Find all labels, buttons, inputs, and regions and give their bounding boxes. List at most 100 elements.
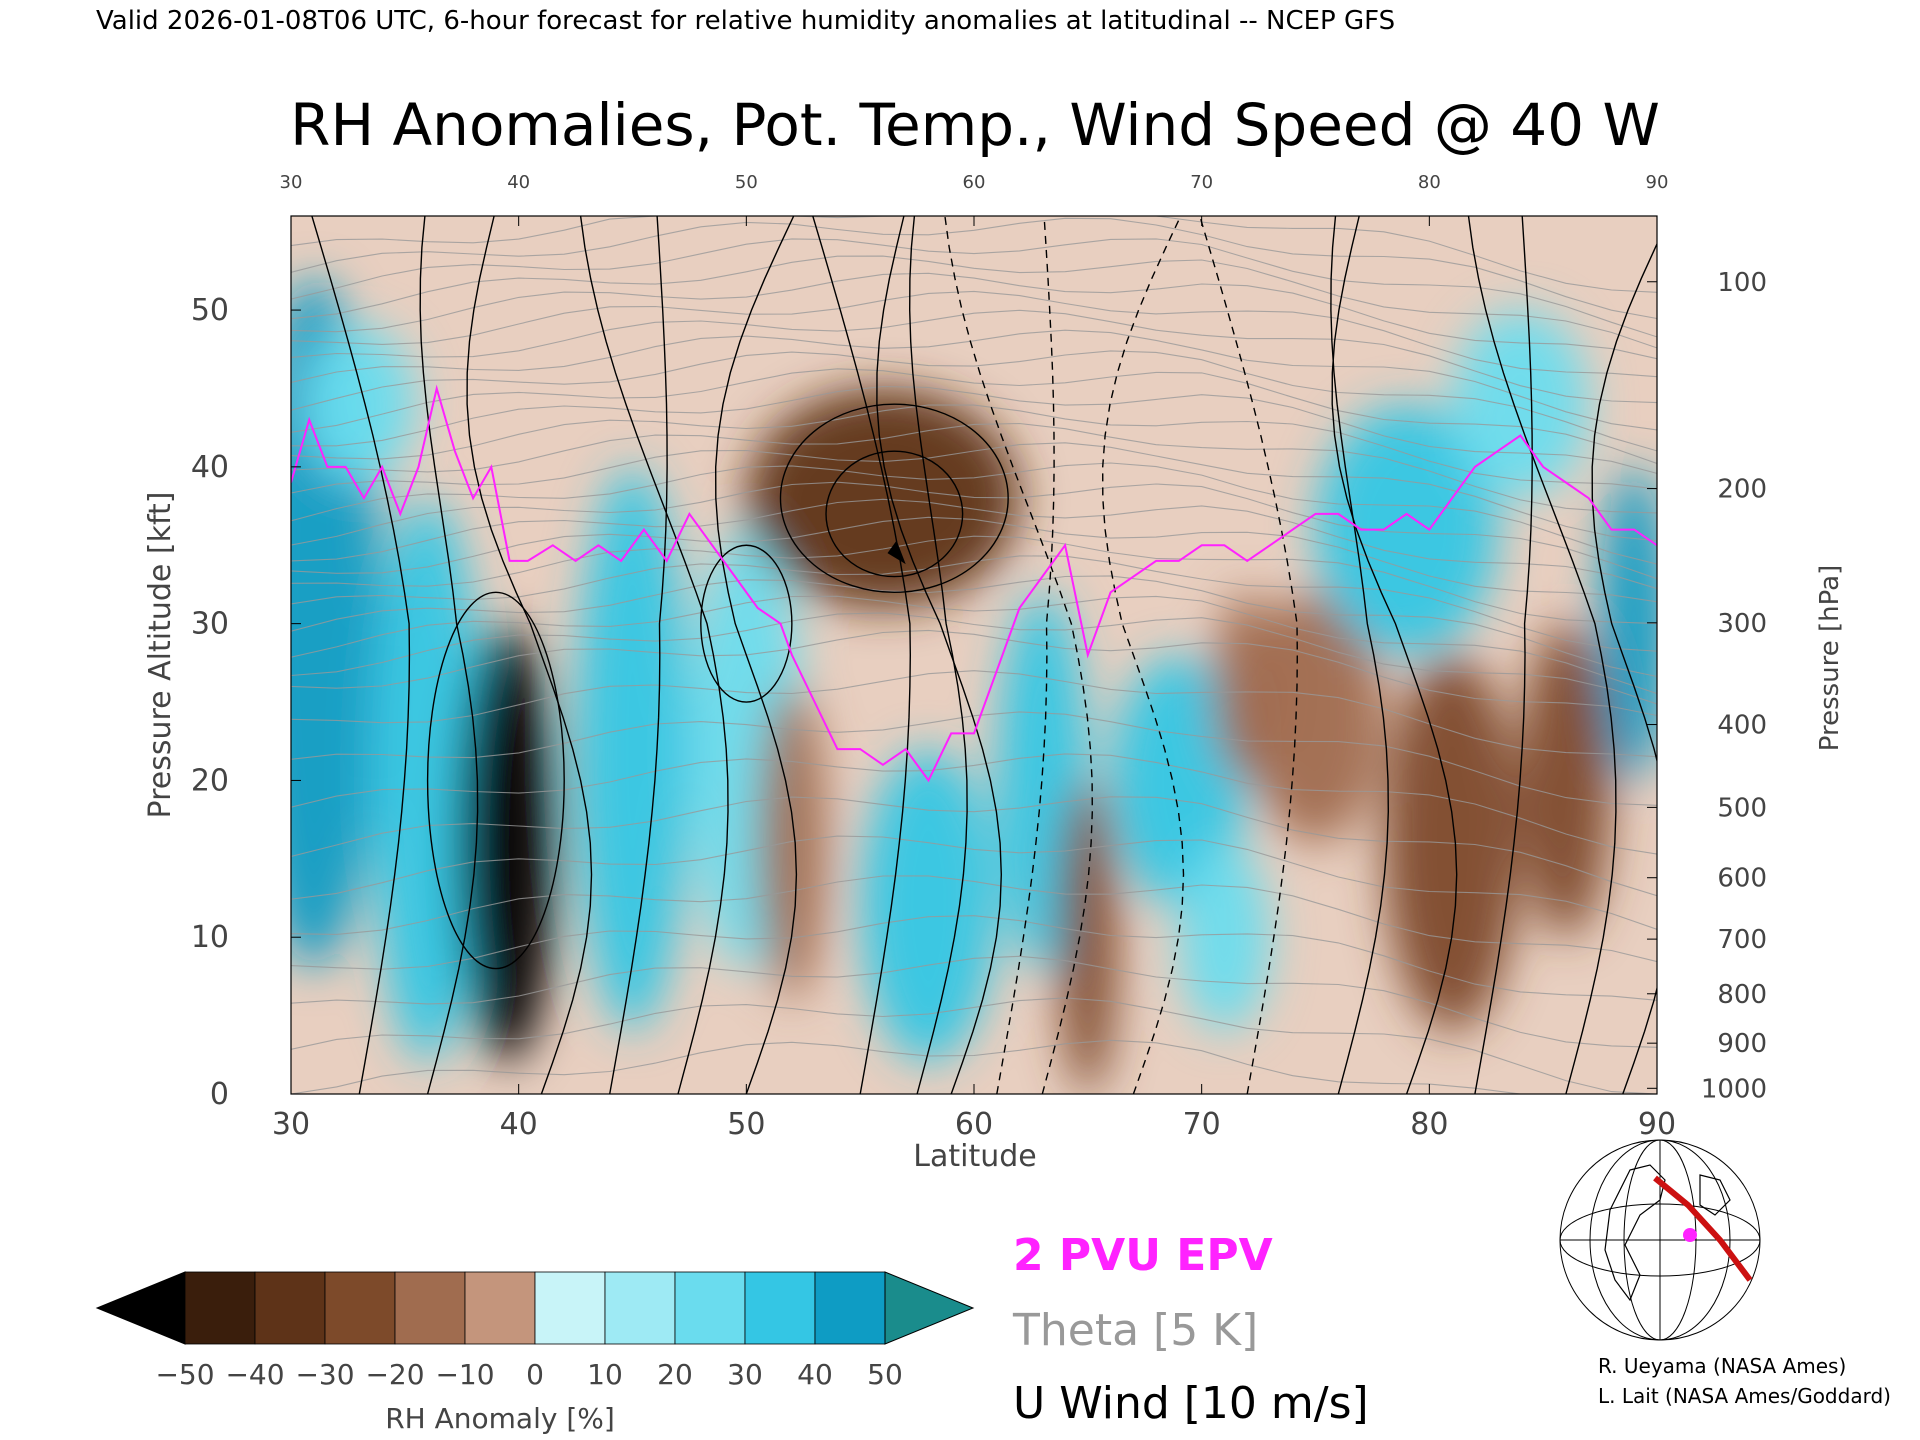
y-tick-label: 0 xyxy=(210,1077,229,1112)
theta-contour xyxy=(291,272,1657,360)
x-tick-label: 40 xyxy=(500,1107,538,1142)
inset-track-line xyxy=(1653,1175,1753,1282)
x-axis-top: 30 40 50 60 70 80 90 xyxy=(280,172,1669,226)
uwind-contour xyxy=(1331,216,1458,1094)
rh-blob xyxy=(457,623,558,1063)
uwind-contour xyxy=(579,216,729,1094)
colorbar-tick-label: −10 xyxy=(435,1358,494,1391)
theta-contour xyxy=(291,796,1657,897)
theta-contour xyxy=(291,875,1657,963)
colorbar-tick-label: 50 xyxy=(867,1358,903,1391)
x-axis-label: Latitude xyxy=(913,1139,1036,1174)
theta-contour xyxy=(291,462,1657,565)
legend-epv: 2 PVU EPV xyxy=(1013,1230,1273,1281)
theta-contour xyxy=(291,915,1657,1001)
theta-contour xyxy=(291,629,1657,717)
rh-blob-group xyxy=(291,278,1657,1094)
theta-contour xyxy=(291,350,1657,452)
colorbar: −50 −40 −30 −20 −10 0 10 20 30 40 50 xyxy=(95,1271,975,1391)
theta-contour xyxy=(291,385,1657,474)
valid-time-header: Valid 2026-01-08T06 UTC, 6-hour forecast… xyxy=(96,6,1395,36)
colorbar-tick-label: 10 xyxy=(587,1358,623,1391)
inset-marker xyxy=(1683,1228,1697,1242)
y-tick-label: 20 xyxy=(191,763,229,798)
rh-anomaly-field xyxy=(291,278,1657,1094)
x-top-tick-label: 30 xyxy=(280,172,303,193)
epv-2pvu-line xyxy=(291,384,1657,783)
colorbar-over-triangle xyxy=(884,1271,975,1345)
colorbar-tick-label: −20 xyxy=(365,1358,424,1391)
uwind-contour xyxy=(1591,242,1657,1094)
x-top-tick-label: 50 xyxy=(735,172,758,193)
theta-contour xyxy=(291,238,1657,338)
x-axis-bottom: 30 40 50 60 70 80 90 xyxy=(272,1084,1676,1142)
colorbar-segment xyxy=(324,1271,396,1345)
uwind-contour xyxy=(1101,216,1185,1094)
colorbar-segment xyxy=(674,1271,746,1345)
legend-uwind: U Wind [10 m/s] xyxy=(1013,1378,1369,1429)
y-axis-right: 100 200 300 400 500 600 700 800 900 1000 xyxy=(1647,268,1767,1104)
pressure-tick-label: 300 xyxy=(1717,609,1767,639)
theta-contour xyxy=(291,516,1657,603)
legend-theta: Theta [5 K] xyxy=(1012,1305,1258,1356)
colorbar-segment xyxy=(254,1271,326,1345)
theta-contour xyxy=(291,997,1657,1094)
x-top-tick-label: 90 xyxy=(1646,172,1669,193)
x-top-tick-label: 80 xyxy=(1418,172,1441,193)
x-tick-label: 30 xyxy=(272,1107,310,1142)
pressure-tick-label: 800 xyxy=(1717,980,1767,1010)
theta-contour xyxy=(291,595,1657,695)
colorbar-segment xyxy=(394,1271,466,1345)
colorbar-tick-label: −50 xyxy=(155,1358,214,1391)
colorbar-segment xyxy=(814,1271,886,1345)
y-axis-right-label: Pressure [hPa] xyxy=(1815,565,1845,752)
plot-area xyxy=(290,215,1658,1095)
theta-contour xyxy=(291,255,1657,349)
pressure-tick-label: 900 xyxy=(1717,1029,1767,1059)
theta-contour xyxy=(291,835,1657,930)
colorbar-tick-label: 30 xyxy=(727,1358,763,1391)
theta-contour xyxy=(291,670,1657,758)
uwind-closed-contour xyxy=(825,450,964,578)
pressure-tick-label: 600 xyxy=(1717,864,1767,894)
overlay-legend: 2 PVU EPV Theta [5 K] U Wind [10 m/s] xyxy=(1012,1230,1369,1429)
uwind-contour xyxy=(1467,216,1617,1094)
colorbar-segment xyxy=(184,1271,256,1345)
theta-contour xyxy=(291,498,1657,590)
pressure-tick-label: 400 xyxy=(1717,711,1767,741)
theta-contour xyxy=(291,753,1657,855)
y-tick-label: 30 xyxy=(191,607,229,642)
colorbar-tick-label: −30 xyxy=(295,1358,354,1391)
rh-blob xyxy=(860,749,997,1063)
y-tick-label: 50 xyxy=(191,293,229,328)
theta-contour xyxy=(291,217,1657,320)
y-axis-left: 0 10 20 30 40 50 xyxy=(191,293,301,1112)
x-tick-label: 70 xyxy=(1183,1107,1221,1142)
colorbar-label: RH Anomaly [%] xyxy=(385,1402,615,1435)
colorbar-segment xyxy=(464,1271,536,1345)
x-tick-label: 80 xyxy=(1410,1107,1448,1142)
theta-contour xyxy=(291,422,1657,514)
colorbar-tick-label: −40 xyxy=(225,1358,284,1391)
chart-title: RH Anomalies, Pot. Temp., Wind Speed @ 4… xyxy=(290,91,1660,159)
globe-map-icon xyxy=(1559,1139,1761,1341)
theta-contour xyxy=(291,955,1657,1048)
theta-contour xyxy=(291,612,1657,705)
theta-contour xyxy=(291,309,1657,404)
uwind-contour xyxy=(609,216,668,1094)
colorbar-tick-label: 40 xyxy=(797,1358,833,1391)
theta-contour xyxy=(291,535,1657,625)
uwind-closed-contour xyxy=(426,591,565,970)
x-tick-label: 50 xyxy=(727,1107,765,1142)
uwind-closed-contour xyxy=(700,544,793,703)
uwind-closed-contour xyxy=(779,403,1009,593)
theta-contour xyxy=(291,216,1657,293)
y-tick-label: 40 xyxy=(191,450,229,485)
uwind-contour xyxy=(419,216,479,1094)
uwind-contour xyxy=(908,216,968,1094)
rh-blob xyxy=(1452,310,1589,499)
uwind-contour xyxy=(714,216,798,1094)
x-tick-label: 60 xyxy=(955,1107,993,1142)
jet-core-marker xyxy=(887,540,906,565)
